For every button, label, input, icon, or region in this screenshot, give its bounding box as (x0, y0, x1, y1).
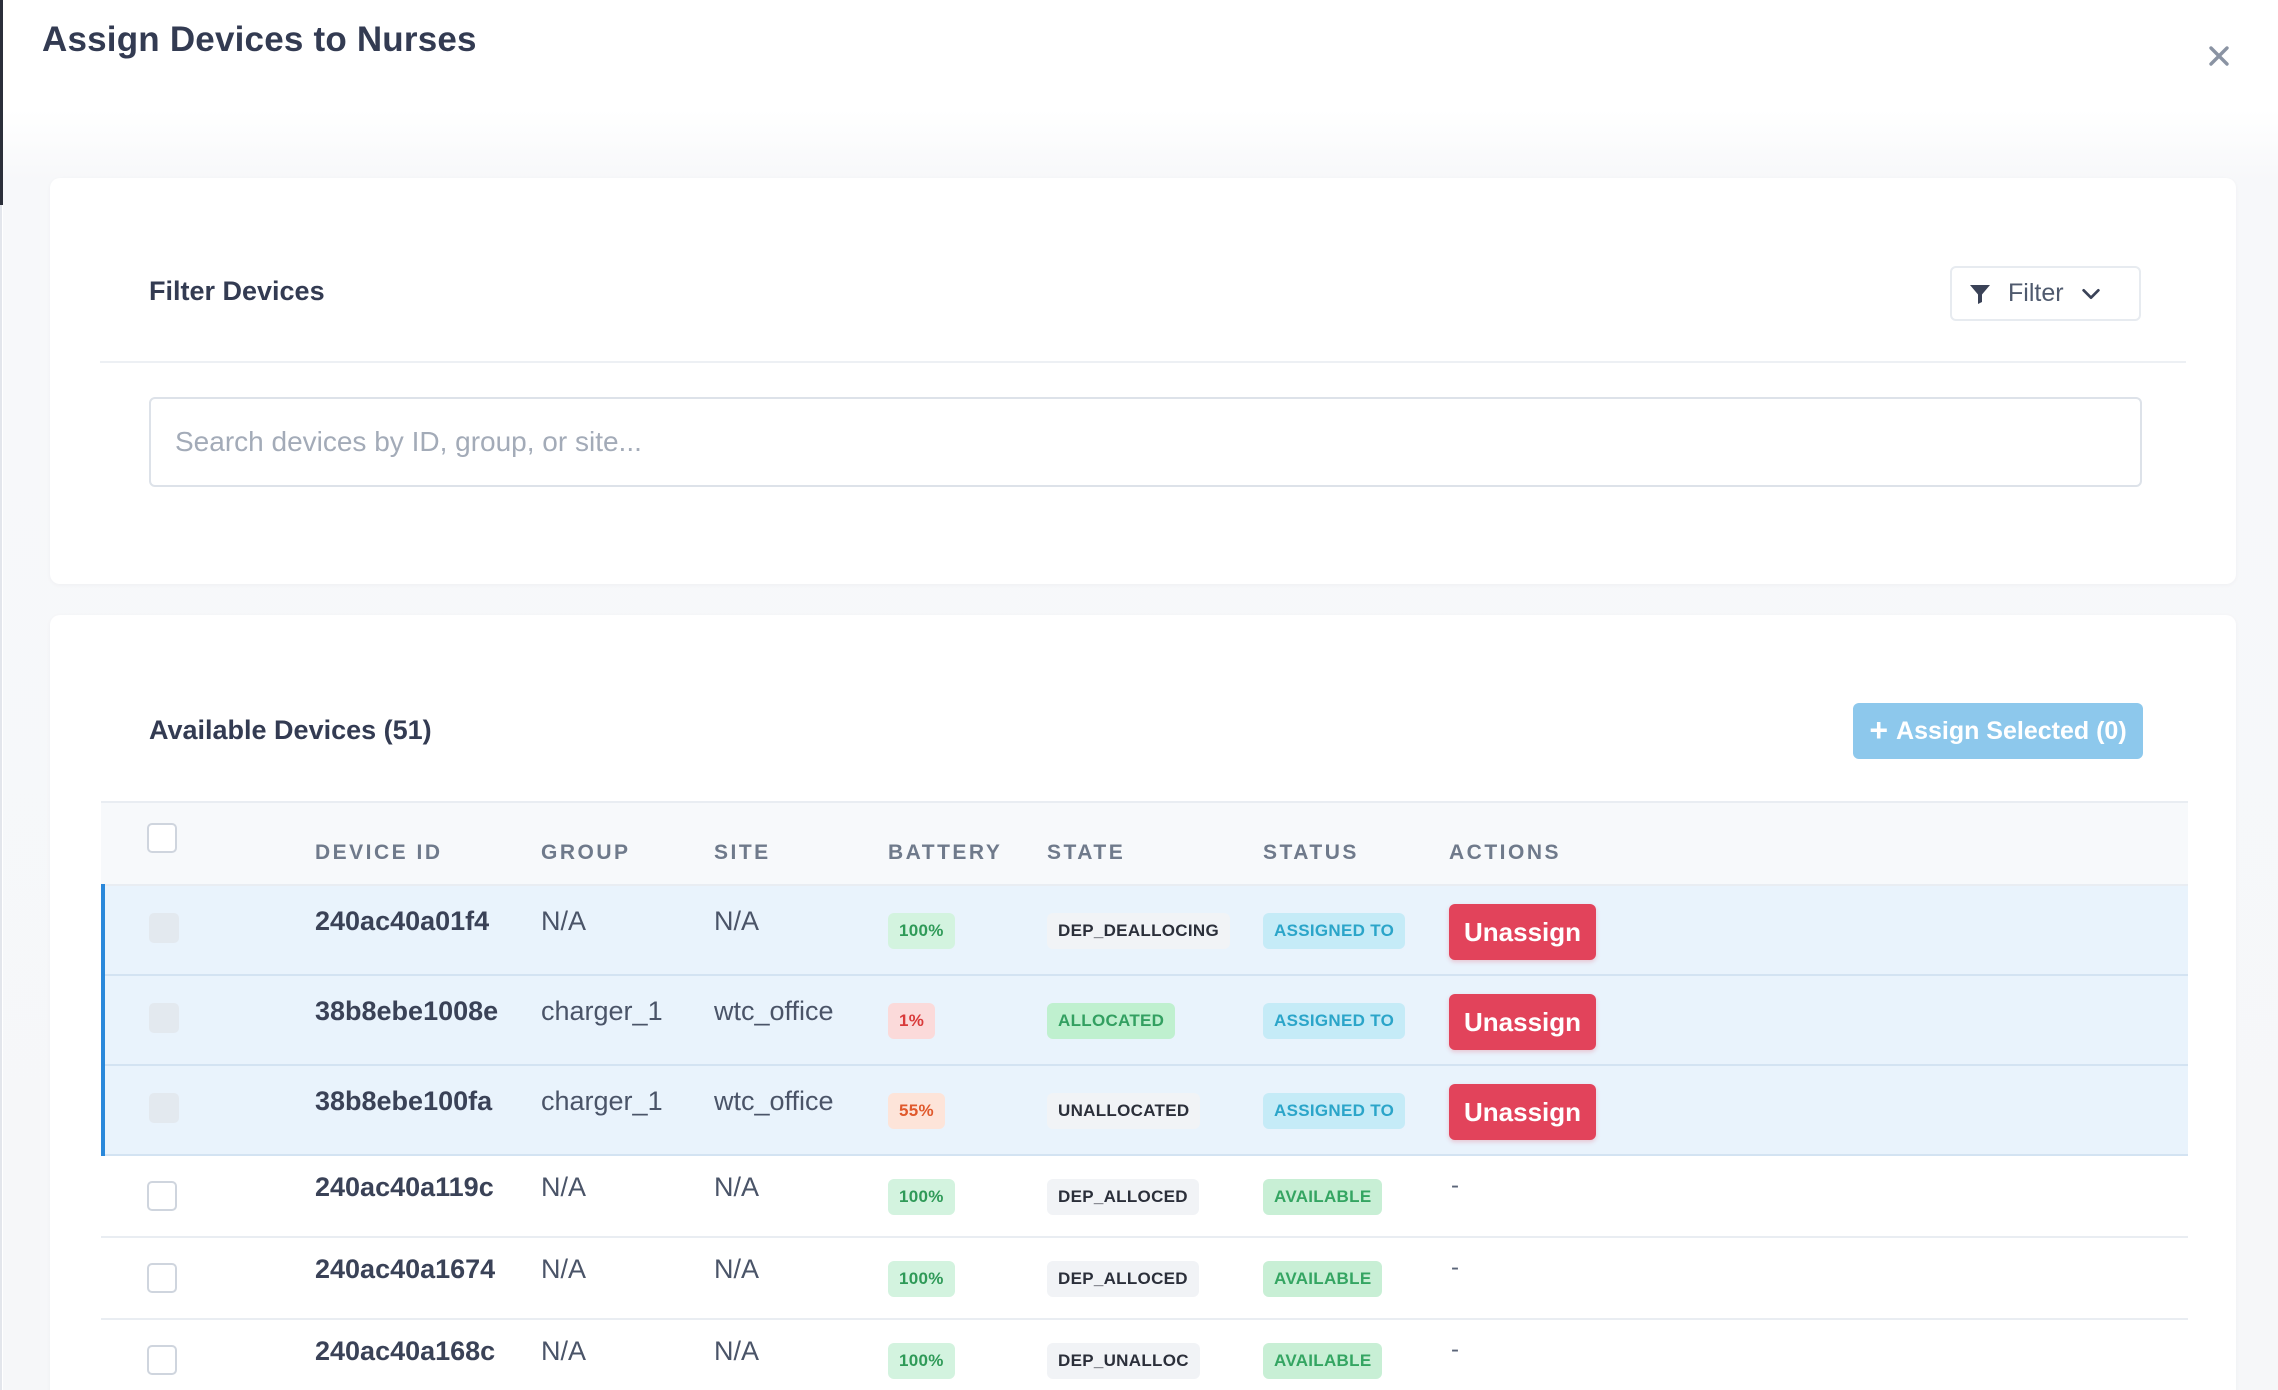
battery-badge: 100% (888, 1261, 955, 1297)
device-group: N/A (541, 1254, 587, 1284)
row-checkbox[interactable] (147, 1263, 177, 1293)
battery-badge: 100% (888, 1179, 955, 1215)
table-row[interactable]: 38b8ebe1008e charger_1 wtc_office 1% ALL… (101, 974, 2188, 1066)
available-devices-title: Available Devices (51) (149, 715, 432, 745)
column-status[interactable]: STATUS (1263, 841, 1359, 864)
select-all-checkbox[interactable] (147, 823, 177, 853)
modal-title: Assign Devices to Nurses (42, 20, 477, 59)
filter-dropdown-button[interactable]: Filter (1950, 266, 2141, 321)
column-state[interactable]: STATE (1047, 841, 1126, 864)
column-device-id[interactable]: DEVICE ID (315, 841, 443, 864)
state-badge: DEP_DEALLOCING (1047, 913, 1230, 949)
status-badge: ASSIGNED TO (1263, 1003, 1406, 1039)
device-id: 240ac40a168c (315, 1336, 496, 1366)
unassign-button[interactable]: Unassign (1449, 1084, 1596, 1140)
assign-devices-modal: Assign Devices to Nurses Filter Devices … (3, 0, 2278, 1390)
status-badge: ASSIGNED TO (1263, 1093, 1406, 1129)
row-checkbox[interactable] (147, 1181, 177, 1211)
plus-icon: + (1869, 711, 1889, 748)
column-battery[interactable]: BATTERY (888, 841, 1003, 864)
device-site: wtc_office (714, 996, 834, 1026)
search-devices-input[interactable] (149, 397, 2142, 487)
filter-devices-title: Filter Devices (149, 276, 325, 306)
assign-selected-button[interactable]: + Assign Selected (0) (1853, 703, 2143, 759)
device-site: wtc_office (714, 1086, 834, 1116)
window-edge-lower (0, 205, 2, 1390)
battery-badge: 100% (888, 1343, 955, 1379)
device-site: N/A (714, 1172, 760, 1202)
chevron-down-icon (2081, 288, 2100, 299)
close-button[interactable] (2199, 36, 2239, 76)
device-id: 240ac40a119c (315, 1172, 494, 1202)
device-id: 240ac40a01f4 (315, 906, 490, 936)
window-edge (0, 0, 3, 205)
device-id: 240ac40a1674 (315, 1254, 496, 1284)
device-group: N/A (541, 1336, 587, 1366)
device-id: 38b8ebe1008e (315, 996, 499, 1026)
status-badge: ASSIGNED TO (1263, 913, 1406, 949)
table-header: DEVICE ID GROUP SITE BATTERY STATE STATU… (101, 801, 2188, 886)
unassign-button[interactable]: Unassign (1449, 904, 1596, 960)
device-id: 38b8ebe100fa (315, 1086, 493, 1116)
unassign-button[interactable]: Unassign (1449, 994, 1596, 1050)
table-row[interactable]: 240ac40a119c N/A N/A 100% DEP_ALLOCED AV… (101, 1156, 2188, 1238)
battery-badge: 100% (888, 913, 955, 949)
state-badge: DEP_ALLOCED (1047, 1179, 1199, 1215)
table-row[interactable]: 240ac40a168c N/A N/A 100% DEP_UNALLOC AV… (101, 1320, 2188, 1390)
row-checkbox (149, 1093, 179, 1123)
table-row[interactable]: 240ac40a01f4 N/A N/A 100% DEP_DEALLOCING… (101, 884, 2188, 976)
available-devices-card: Available Devices (51) + Assign Selected… (50, 615, 2236, 1390)
battery-badge: 55% (888, 1093, 945, 1129)
status-badge: AVAILABLE (1263, 1343, 1383, 1379)
status-badge: AVAILABLE (1263, 1261, 1383, 1297)
no-action-placeholder: - (1451, 1172, 1459, 1199)
device-group: N/A (541, 906, 587, 936)
state-badge: DEP_ALLOCED (1047, 1261, 1199, 1297)
table-row[interactable]: 240ac40a1674 N/A N/A 100% DEP_ALLOCED AV… (101, 1238, 2188, 1320)
status-badge: AVAILABLE (1263, 1179, 1383, 1215)
state-badge: DEP_UNALLOC (1047, 1343, 1200, 1379)
no-action-placeholder: - (1451, 1254, 1459, 1281)
device-group: charger_1 (541, 1086, 663, 1116)
row-checkbox (149, 1003, 179, 1033)
filter-devices-card: Filter Devices Filter (50, 178, 2236, 584)
device-site: N/A (714, 906, 760, 936)
column-site[interactable]: SITE (714, 841, 771, 864)
state-badge: UNALLOCATED (1047, 1093, 1201, 1129)
column-actions: ACTIONS (1449, 841, 1561, 864)
filter-funnel-icon (1970, 284, 1990, 304)
device-group: N/A (541, 1172, 587, 1202)
device-group: charger_1 (541, 996, 663, 1026)
devices-table: DEVICE ID GROUP SITE BATTERY STATE STATU… (101, 801, 2188, 1390)
close-icon (2209, 46, 2229, 66)
filter-card-divider (100, 361, 2186, 363)
row-checkbox[interactable] (147, 1345, 177, 1375)
state-badge: ALLOCATED (1047, 1003, 1176, 1039)
table-row[interactable]: 38b8ebe100fa charger_1 wtc_office 55% UN… (101, 1064, 2188, 1156)
device-site: N/A (714, 1254, 760, 1284)
battery-badge: 1% (888, 1003, 936, 1039)
assign-selected-label: Assign Selected (0) (1896, 716, 2127, 745)
filter-button-label: Filter (2008, 279, 2064, 307)
row-checkbox (149, 913, 179, 943)
no-action-placeholder: - (1451, 1336, 1459, 1363)
device-site: N/A (714, 1336, 760, 1366)
column-group[interactable]: GROUP (541, 841, 631, 864)
